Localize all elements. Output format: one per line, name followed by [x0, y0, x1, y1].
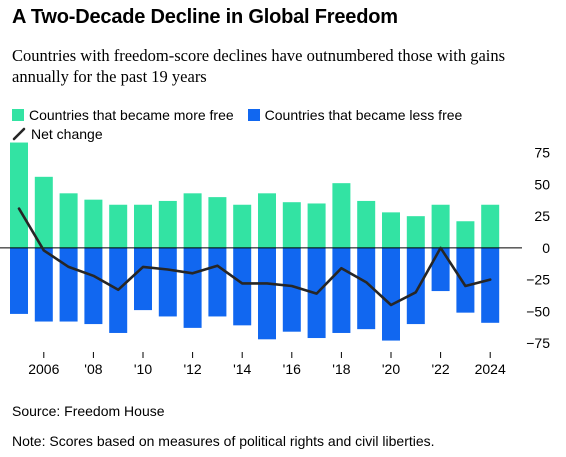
x-tick-label: 2024	[475, 361, 506, 377]
bar-more-free-2009	[109, 204, 128, 248]
bar-more-free-2024	[481, 204, 500, 248]
bar-more-free-2014	[233, 204, 252, 248]
bar-more-free-2015	[258, 193, 276, 248]
bar-less-free-2005	[10, 247, 28, 314]
bar-less-free-2006	[34, 247, 53, 322]
bar-less-free-2015	[258, 247, 276, 340]
bar-less-free-2024	[481, 247, 500, 323]
chart-subtitle: Countries with freedom-score declines ha…	[12, 46, 506, 86]
x-tick-label: '16	[283, 361, 301, 377]
bar-more-free-2006	[34, 176, 53, 248]
bar-less-free-2010	[134, 247, 152, 311]
source-note: Source: Freedom House	[12, 403, 165, 419]
bar-more-free-2022	[431, 204, 450, 248]
x-tick-label: '22	[431, 361, 449, 377]
y-tick-label: 25	[534, 208, 550, 224]
bar-more-free-2005	[10, 142, 28, 248]
bar-less-free-2022	[431, 247, 450, 292]
bar-more-free-2012	[183, 193, 202, 248]
bar-less-free-2019	[357, 247, 376, 330]
bar-more-free-2018	[332, 183, 351, 248]
bar-less-free-2018	[332, 247, 351, 333]
bar-less-free-2013	[208, 247, 227, 317]
x-tick-label: '18	[332, 361, 350, 377]
bar-more-free-2013	[208, 197, 227, 248]
bar-more-free-2011	[158, 200, 177, 248]
legend: Countries that became more free Countrie…	[12, 105, 476, 143]
bar-more-free-2019	[357, 200, 376, 248]
y-tick-label: 0	[542, 240, 550, 256]
bar-less-free-2014	[233, 247, 252, 326]
bar-less-free-2016	[282, 247, 301, 332]
bar-less-free-2023	[456, 247, 475, 313]
chart-title: A Two-Decade Decline in Global Freedom	[12, 6, 398, 28]
bar-less-free-2007	[59, 247, 78, 322]
bars-less-free	[10, 247, 500, 341]
x-tick-label: '12	[183, 361, 201, 377]
bars-more-free	[10, 142, 500, 248]
legend-line-net-change-icon	[12, 127, 26, 140]
bar-more-free-2021	[406, 216, 425, 248]
x-axis: 2006 '08 '10 '12 '14 '16 '18 '20 '22 2024	[28, 352, 506, 377]
legend-swatch-more-free	[12, 108, 24, 121]
x-tick-label: '08	[84, 361, 102, 377]
y-axis: 75 50 25 0 −25 −50 −75	[526, 145, 550, 351]
legend-swatch-less-free	[247, 108, 260, 121]
bar-more-free-2008	[84, 199, 103, 248]
bar-less-free-2011	[158, 247, 177, 317]
bar-more-free-2016	[282, 202, 301, 248]
x-tick-label: '10	[134, 361, 152, 377]
bar-less-free-2021	[406, 247, 425, 325]
bar-less-free-2020	[382, 247, 400, 341]
bar-more-free-2023	[456, 221, 475, 248]
x-tick-label: 2006	[28, 361, 59, 377]
x-tick-label: '20	[382, 361, 400, 377]
y-tick-label: −75	[526, 335, 550, 351]
x-tick-label: '14	[233, 361, 251, 377]
bar-less-free-2012	[183, 247, 202, 328]
footnote: Note: Scores based on measures of politi…	[12, 433, 435, 449]
legend-item-more-free: Countries that became more free	[12, 107, 234, 123]
y-tick-label: −50	[526, 303, 550, 319]
bar-more-free-2020	[382, 212, 400, 248]
bar-more-free-2007	[59, 193, 78, 248]
legend-item-net-change: Net change	[12, 126, 103, 142]
legend-label-more-free: Countries that became more free	[29, 106, 234, 123]
net-change-line	[17, 207, 492, 307]
y-tick-label: 75	[534, 145, 550, 161]
bar-more-free-2010	[134, 204, 152, 248]
legend-label-net-change: Net change	[31, 125, 103, 142]
bar-more-free-2017	[307, 203, 326, 248]
bar-less-free-2008	[84, 247, 103, 325]
y-tick-label: −25	[526, 272, 550, 288]
y-tick-label: 50	[534, 176, 550, 192]
chart-plot: 2006 '08 '10 '12 '14 '16 '18 '20 '22 2024 75 50 25 0…	[0, 142, 550, 377]
legend-item-less-free: Countries that became less free	[247, 106, 463, 123]
legend-label-less-free: Countries that became less free	[264, 106, 463, 123]
